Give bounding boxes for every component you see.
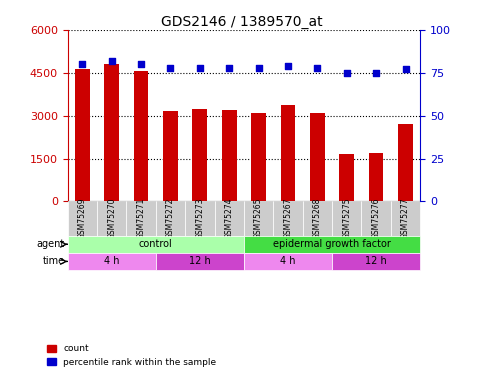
Text: GSM75265: GSM75265 <box>254 198 263 239</box>
FancyBboxPatch shape <box>156 253 244 270</box>
Point <box>372 70 380 76</box>
FancyBboxPatch shape <box>97 201 127 236</box>
Bar <box>251 113 266 201</box>
Legend: count, percentile rank within the sample: count, percentile rank within the sample <box>43 341 220 370</box>
Text: GDS2146 / 1389570_at: GDS2146 / 1389570_at <box>161 15 322 29</box>
Text: 4 h: 4 h <box>104 256 119 266</box>
Bar <box>134 70 148 201</box>
Bar <box>75 69 90 201</box>
Text: GSM75274: GSM75274 <box>225 198 234 239</box>
Text: control: control <box>139 239 172 249</box>
Text: GSM75273: GSM75273 <box>195 198 204 239</box>
FancyBboxPatch shape <box>68 201 97 236</box>
Point <box>137 61 145 67</box>
Text: GSM75267: GSM75267 <box>284 198 293 239</box>
Point <box>167 65 174 71</box>
FancyBboxPatch shape <box>127 201 156 236</box>
Text: epidermal growth factor: epidermal growth factor <box>273 239 391 249</box>
Bar <box>369 153 384 201</box>
Text: GSM75276: GSM75276 <box>371 198 381 239</box>
FancyBboxPatch shape <box>214 201 244 236</box>
FancyBboxPatch shape <box>185 201 214 236</box>
FancyBboxPatch shape <box>68 236 244 253</box>
FancyBboxPatch shape <box>244 253 332 270</box>
FancyBboxPatch shape <box>303 201 332 236</box>
FancyBboxPatch shape <box>244 201 273 236</box>
Text: 12 h: 12 h <box>189 256 211 266</box>
FancyBboxPatch shape <box>273 201 303 236</box>
FancyBboxPatch shape <box>361 201 391 236</box>
Text: GSM75269: GSM75269 <box>78 198 87 239</box>
FancyBboxPatch shape <box>244 236 420 253</box>
Point <box>226 65 233 71</box>
Point <box>402 66 410 72</box>
Point <box>313 65 321 71</box>
Point <box>196 65 204 71</box>
Bar <box>340 154 354 201</box>
Text: GSM75275: GSM75275 <box>342 198 351 239</box>
Bar <box>398 124 413 201</box>
FancyBboxPatch shape <box>332 201 361 236</box>
FancyBboxPatch shape <box>68 253 156 270</box>
FancyBboxPatch shape <box>156 201 185 236</box>
Bar <box>193 109 207 201</box>
Point <box>343 70 351 76</box>
Text: GSM75272: GSM75272 <box>166 198 175 239</box>
FancyBboxPatch shape <box>391 201 420 236</box>
Text: 12 h: 12 h <box>365 256 387 266</box>
Text: GSM75268: GSM75268 <box>313 198 322 239</box>
Text: GSM75271: GSM75271 <box>137 198 145 239</box>
Text: time: time <box>43 256 65 266</box>
Point <box>255 65 262 71</box>
Bar <box>281 105 295 201</box>
Text: 4 h: 4 h <box>280 256 296 266</box>
Point <box>108 58 115 64</box>
Bar <box>163 111 178 201</box>
Bar <box>222 110 237 201</box>
Bar <box>310 113 325 201</box>
Point <box>78 61 86 67</box>
Text: GSM75277: GSM75277 <box>401 198 410 239</box>
FancyBboxPatch shape <box>332 253 420 270</box>
Text: GSM75270: GSM75270 <box>107 198 116 239</box>
Point <box>284 63 292 69</box>
Text: agent: agent <box>36 239 65 249</box>
Bar <box>104 64 119 201</box>
